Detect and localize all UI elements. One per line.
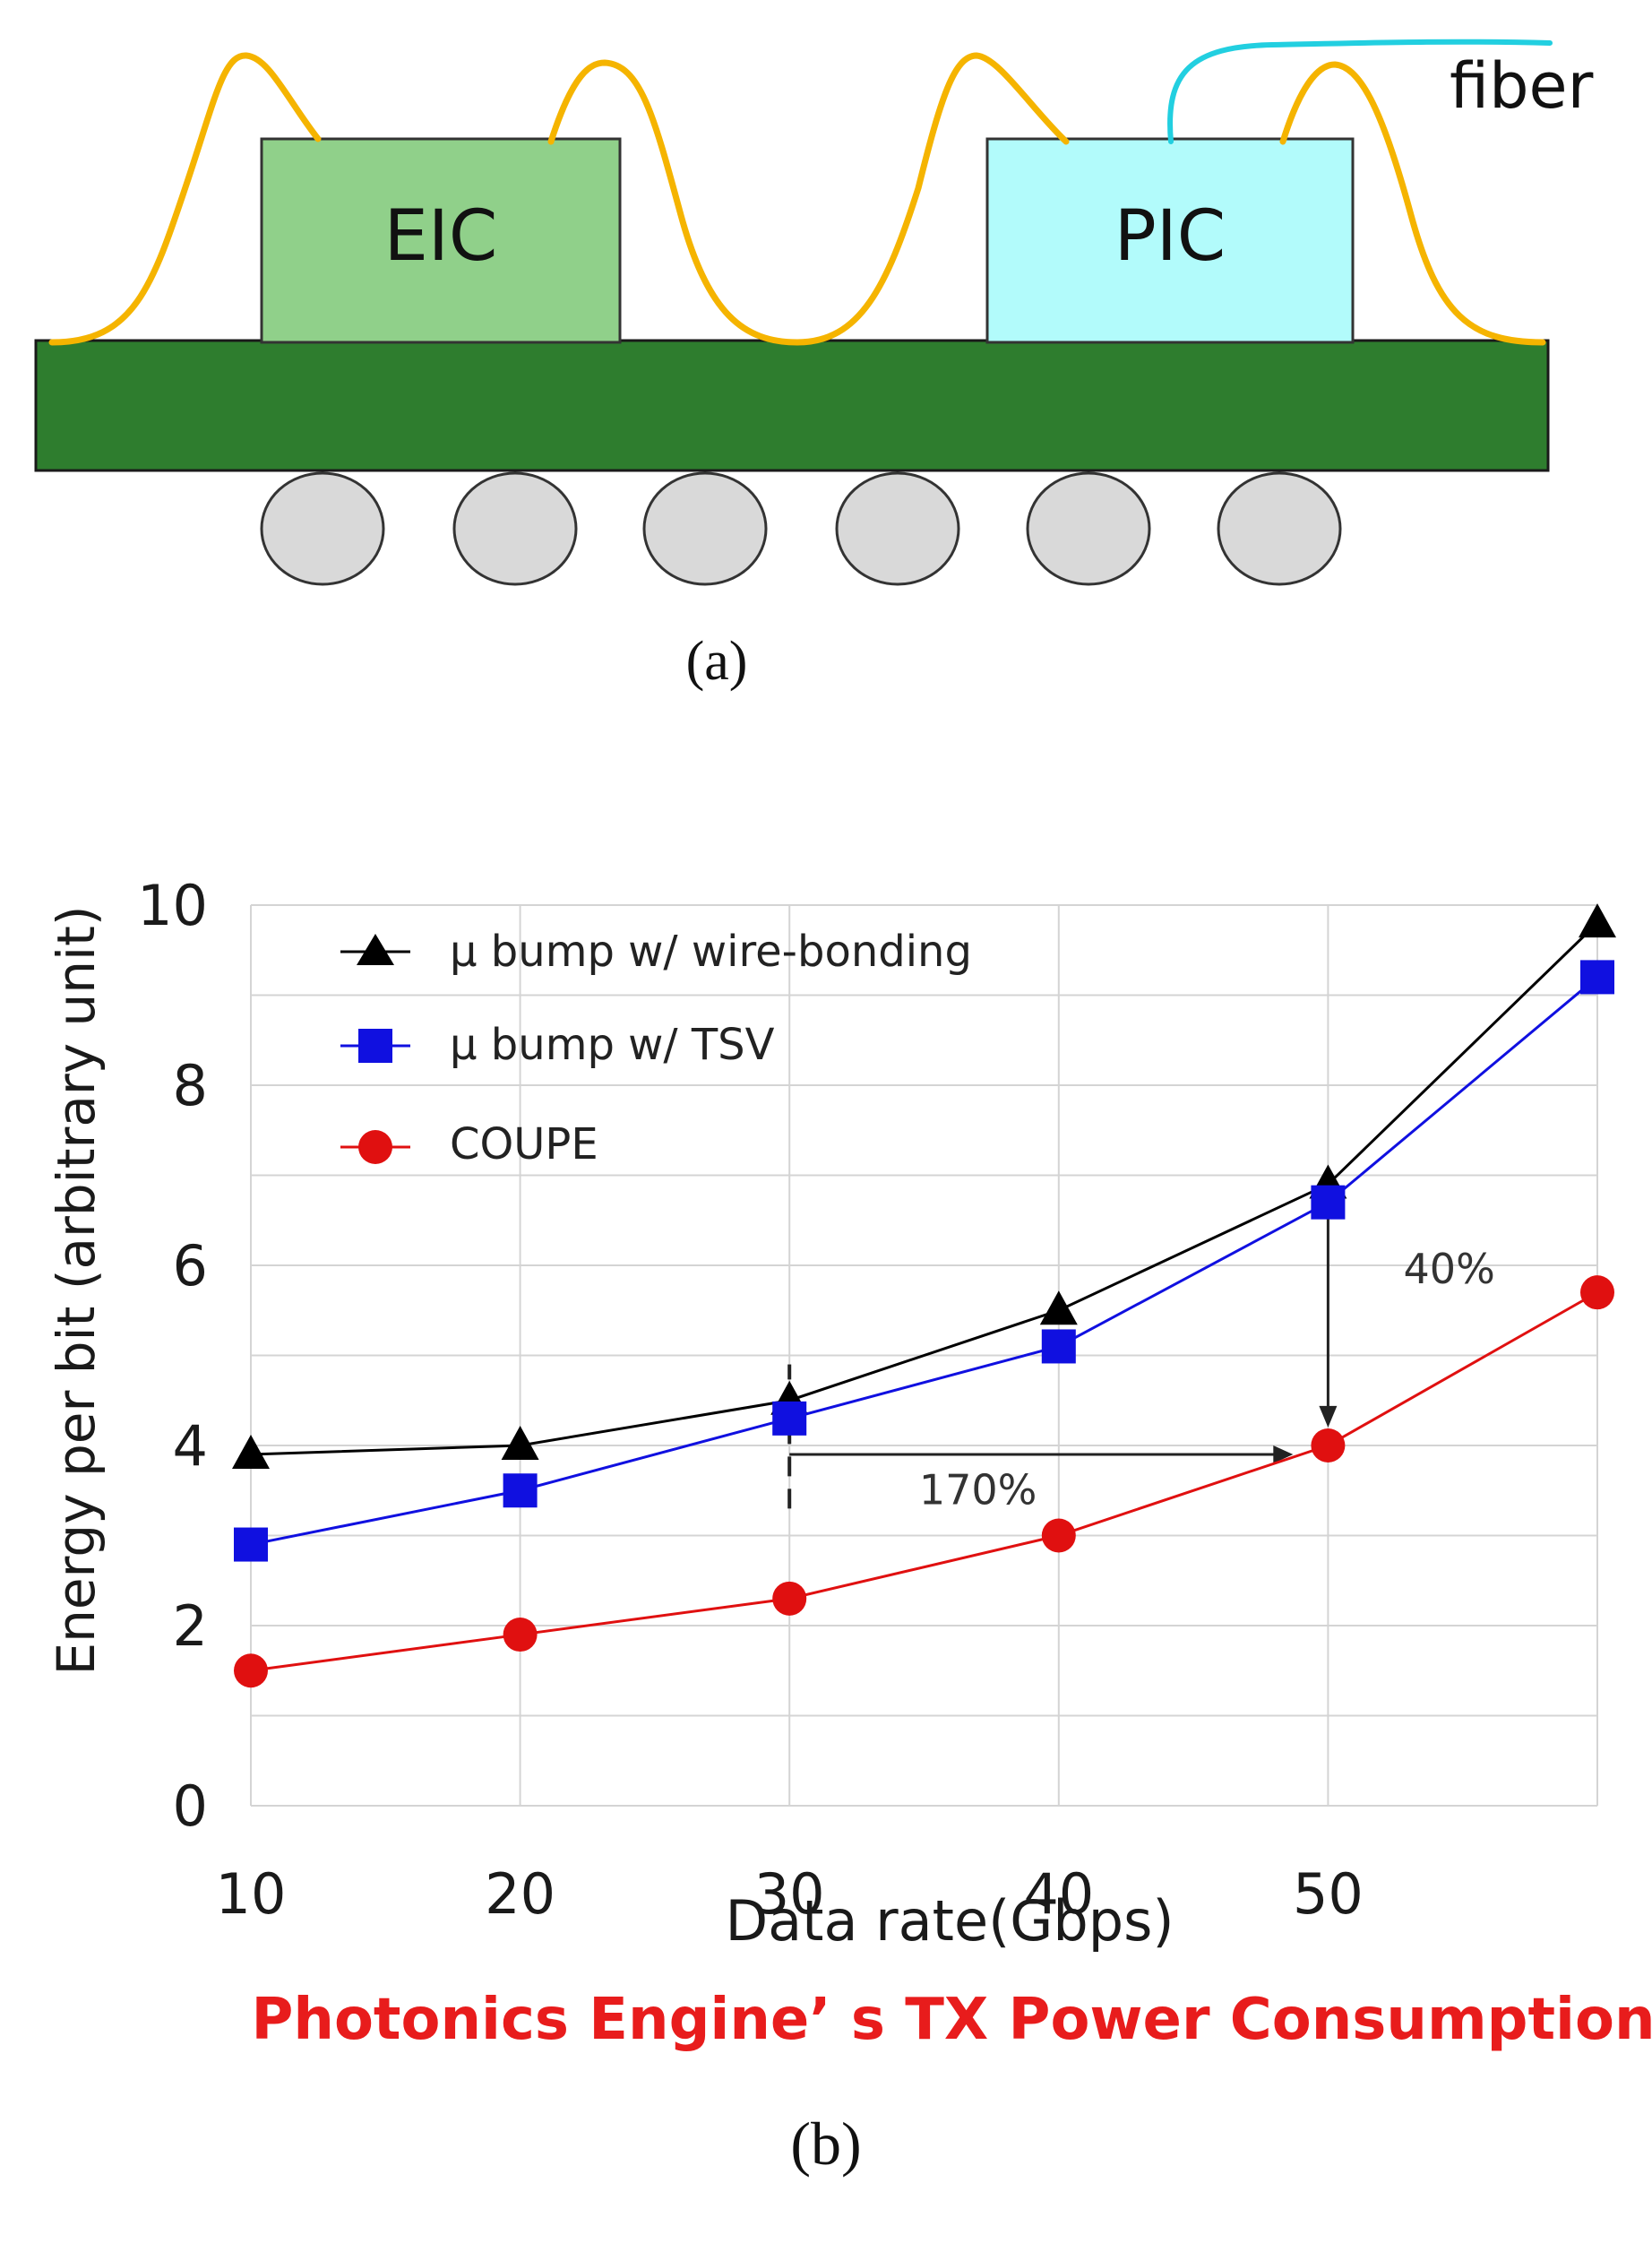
x-tick-label: 50 — [1293, 1861, 1364, 1927]
legend-label-wire-bonding: μ bump w/ wire-bonding — [450, 927, 972, 977]
y-tick-label: 10 — [137, 873, 208, 938]
package-diagram: EIC PIC fiber (a) — [34, 39, 1594, 692]
wire-bond — [1279, 61, 1546, 346]
x-tick-label: 20 — [485, 1861, 555, 1927]
y-tick-label: 8 — [173, 1053, 208, 1118]
horizontal-arrow-head — [1273, 1445, 1294, 1464]
series-line — [250, 922, 1599, 1456]
annotation-40-percent: 40% — [1404, 1245, 1495, 1293]
series-line — [250, 1290, 1598, 1672]
x-tick-label: 30 — [754, 1861, 825, 1927]
legend-label-tsv: μ bump w/ TSV — [450, 1020, 775, 1070]
wire-bond — [48, 52, 322, 346]
data-point-circle — [503, 1618, 538, 1652]
annotations: 40% 170% — [787, 1202, 1495, 1514]
solder-ball — [835, 471, 960, 586]
solder-balls — [260, 471, 1342, 586]
chart-title: Photonics Engine’ s TX Power Consumption — [251, 1987, 1652, 2053]
y-tick-label: 2 — [173, 1593, 208, 1659]
caption-b: (b) — [790, 2110, 861, 2178]
solder-ball — [1026, 471, 1151, 586]
solder-ball — [642, 471, 768, 586]
legend-marker-circle — [358, 1130, 392, 1164]
annotation-170-percent: 170% — [919, 1465, 1037, 1514]
pic-label: PIC — [1114, 196, 1226, 277]
series-circle — [234, 1275, 1614, 1688]
x-tick-label: 10 — [216, 1861, 287, 1927]
solder-ball — [1217, 471, 1342, 586]
data-point-triangle — [501, 1426, 539, 1460]
y-tick-label: 4 — [173, 1413, 208, 1479]
energy-chart: Energy per bit (arbitrary unit) 0 2 4 6 8 10 … — [46, 873, 1652, 2178]
fiber-label: fiber — [1450, 49, 1594, 123]
legend-label-coupe: COUPE — [450, 1119, 598, 1169]
legend-entry-tsv: μ bump w/ TSV — [340, 1020, 775, 1070]
y-tick-label: 6 — [173, 1233, 208, 1299]
data-point-square — [234, 1527, 268, 1562]
data-point-square — [1580, 960, 1614, 995]
data-point-circle — [234, 1653, 268, 1688]
pic-chip — [985, 137, 1355, 344]
data-point-square — [772, 1401, 807, 1436]
legend-entry-wire-bonding: μ bump w/ wire-bonding — [340, 927, 972, 977]
data-point-triangle — [1039, 1290, 1078, 1325]
series-square — [234, 960, 1614, 1562]
series-layer — [232, 903, 1616, 1688]
y-axis-title: Energy per bit (arbitrary unit) — [46, 905, 107, 1675]
data-point-circle — [1041, 1518, 1076, 1553]
legend-entry-coupe: COUPE — [340, 1119, 598, 1169]
data-point-square — [1041, 1329, 1076, 1364]
wire-bond — [547, 59, 801, 346]
data-point-circle — [1311, 1428, 1346, 1463]
data-point-circle — [1580, 1275, 1614, 1310]
data-point-square — [503, 1473, 538, 1508]
solder-ball — [260, 471, 385, 586]
data-point-triangle — [232, 1435, 270, 1470]
x-tick-labels: 10 20 30 40 50 — [216, 1861, 1364, 1927]
vertical-arrow-head — [1319, 1405, 1338, 1428]
series-triangle — [232, 903, 1616, 1470]
grid — [250, 904, 1598, 1807]
eic-chip — [260, 137, 622, 344]
caption-a: (a) — [686, 631, 748, 692]
x-tick-label: 40 — [1023, 1861, 1094, 1927]
data-point-triangle — [1579, 903, 1616, 938]
data-point-circle — [772, 1581, 807, 1616]
wire-bond — [794, 52, 1070, 346]
y-tick-labels: 0 2 4 6 8 10 — [137, 873, 208, 1839]
solder-ball — [452, 471, 578, 586]
x-axis-title: Data rate(Gbps) — [725, 1888, 1174, 1954]
data-point-square — [1311, 1185, 1346, 1220]
eic-label: EIC — [384, 196, 498, 277]
series-line — [250, 976, 1598, 1547]
fiber — [1167, 39, 1553, 144]
y-tick-label: 0 — [173, 1773, 208, 1839]
legend-marker-triangle — [357, 934, 394, 965]
wire-bonds — [48, 52, 1546, 346]
legend: μ bump w/ wire-bonding μ bump w/ TSV COU… — [340, 927, 972, 1169]
substrate — [34, 339, 1550, 472]
legend-marker-square — [358, 1029, 392, 1063]
